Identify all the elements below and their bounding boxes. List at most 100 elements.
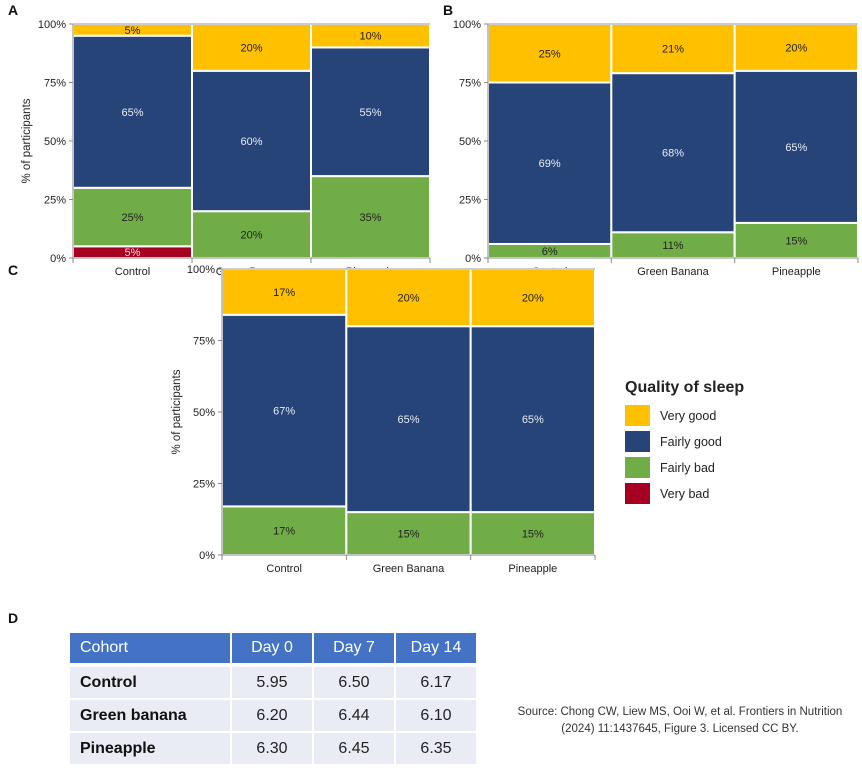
cell: 6.50 bbox=[314, 667, 396, 700]
chart-b-bar-fairly-bad-2 bbox=[733, 221, 860, 259]
chart-c-bar-fairly-bad-2 bbox=[469, 511, 596, 556]
panel-label-a: A bbox=[8, 2, 19, 18]
header-day14: Day 14 bbox=[396, 633, 478, 667]
chart-b-data-label: 25% bbox=[539, 48, 561, 60]
header-cohort: Cohort bbox=[70, 633, 232, 667]
chart-b-y-tick-label: 50% bbox=[459, 136, 481, 148]
chart-a-data-label: 65% bbox=[121, 107, 143, 119]
chart-c-bar-very-good-1 bbox=[345, 268, 472, 328]
legend-swatch-fairly-good bbox=[625, 431, 650, 452]
chart-b-y-tick-label: 25% bbox=[459, 195, 481, 207]
cell: 6.45 bbox=[314, 733, 396, 766]
chart-b-bar-very-good-2 bbox=[733, 23, 860, 72]
cell: 6.17 bbox=[396, 667, 478, 700]
chart-b-data-label: 68% bbox=[662, 148, 684, 160]
chart-c-y-axis-label: % of participants bbox=[171, 369, 183, 454]
chart-c-x-tick-label: Green Banana bbox=[373, 563, 445, 575]
chart-c-bar-very-good-0 bbox=[221, 268, 348, 316]
cell: 6.30 bbox=[232, 733, 314, 766]
chart-c-y-tick-label: 50% bbox=[193, 407, 215, 419]
chart-c-y-tick-label: 25% bbox=[193, 479, 215, 491]
cell: Green banana bbox=[70, 700, 232, 733]
chart-b-data-label: 21% bbox=[662, 44, 684, 56]
legend-swatch-very-bad bbox=[625, 483, 650, 504]
chart-c-data-label: 17% bbox=[273, 287, 295, 299]
cell: Control bbox=[70, 667, 232, 700]
source-line-1: Source: Chong CW, Liew MS, Ooi W, et al.… bbox=[517, 706, 843, 718]
chart-b-y-tick-label: 100% bbox=[453, 19, 481, 31]
chart-b-data-label: 15% bbox=[785, 235, 807, 247]
chart-c-x-tick-label: Control bbox=[266, 563, 301, 575]
cell: 6.10 bbox=[396, 700, 478, 733]
chart-c-y-tick-label: 75% bbox=[193, 336, 215, 348]
source-line-2: (2024) 11:1437645, Figure 3. Licensed CC… bbox=[561, 723, 799, 735]
chart-a-data-label: 55% bbox=[359, 107, 381, 119]
chart-a-data-label: 20% bbox=[240, 42, 262, 54]
panel-label-d: D bbox=[8, 610, 19, 626]
chart-c-x-tick-label: Pineapple bbox=[508, 563, 557, 575]
legend-swatch-very-good bbox=[625, 405, 650, 426]
source-citation: Source: Chong CW, Liew MS, Ooi W, et al.… bbox=[500, 704, 860, 738]
chart-b-data-label: 11% bbox=[662, 240, 683, 252]
cell: 6.20 bbox=[232, 700, 314, 733]
charts-svg: 5% 25% 65% 5% Control 20% 60% 20% Green Banana 35… bbox=[21, 19, 860, 575]
chart-c-bar-very-good-2 bbox=[469, 268, 596, 328]
header-day0: Day 0 bbox=[232, 633, 314, 667]
chart-b-data-label: 6% bbox=[542, 246, 558, 258]
chart-b-bar-fairly-good-1 bbox=[610, 72, 736, 234]
chart-b-x-tick-label: Green Banana bbox=[637, 266, 709, 278]
chart-a-y-axis-label: % of participants bbox=[21, 98, 33, 183]
chart-b-bar-fairly-good-0 bbox=[487, 81, 613, 245]
legend-label: Very bad bbox=[660, 487, 709, 501]
chart-b-bar-fairly-good-2 bbox=[733, 69, 860, 224]
chart-a-x-tick-label: Control bbox=[115, 266, 150, 278]
table-row: Pineapple 6.30 6.45 6.35 bbox=[70, 733, 478, 766]
chart-a-data-label: 5% bbox=[125, 25, 141, 37]
chart-b-data-label: 69% bbox=[539, 158, 561, 170]
table-header-row: Cohort Day 0 Day 7 Day 14 bbox=[70, 633, 478, 667]
chart-a-data-label: 20% bbox=[240, 230, 262, 242]
chart-c-data-label: 65% bbox=[397, 414, 419, 426]
cell: Pineapple bbox=[70, 733, 232, 766]
table-row: Green banana 6.20 6.44 6.10 bbox=[70, 700, 478, 733]
table-row: Control 5.95 6.50 6.17 bbox=[70, 667, 478, 700]
chart-c-bar-fairly-good-2 bbox=[469, 325, 596, 514]
panel-label-b: B bbox=[443, 2, 454, 18]
chart-c-y-tick-label: 0% bbox=[199, 550, 215, 562]
chart-b-data-label: 65% bbox=[785, 142, 807, 154]
chart-a-y-tick-label: 100% bbox=[38, 19, 66, 31]
legend-label: Very good bbox=[660, 409, 716, 423]
chart-b-y-tick-label: 75% bbox=[459, 78, 481, 90]
chart-c-bar-fairly-good-1 bbox=[345, 325, 472, 514]
legend-swatch-fairly-bad bbox=[625, 457, 650, 478]
legend-title: Quality of sleep bbox=[625, 379, 744, 396]
chart-a-y-tick-label: 25% bbox=[44, 195, 66, 207]
chart-a-y-tick-label: 50% bbox=[44, 136, 66, 148]
chart-a-data-label: 25% bbox=[121, 212, 143, 224]
chart-c-y-tick-label: 100% bbox=[187, 264, 215, 276]
chart-a-y-tick-label: 0% bbox=[50, 253, 66, 265]
chart-c-data-label: 15% bbox=[522, 529, 544, 541]
chart-c-data-label: 20% bbox=[397, 293, 419, 305]
cell: 6.35 bbox=[396, 733, 478, 766]
chart-a-data-label: 60% bbox=[240, 136, 262, 148]
chart-a-data-label: 10% bbox=[359, 31, 381, 43]
chart-c-data-label: 65% bbox=[522, 414, 544, 426]
header-day7: Day 7 bbox=[314, 633, 396, 667]
cell: 5.95 bbox=[232, 667, 314, 700]
panel-label-c: C bbox=[8, 262, 19, 278]
chart-b-x-tick-label: Pineapple bbox=[772, 266, 821, 278]
chart-c-data-label: 20% bbox=[522, 293, 544, 305]
chart-b-bar-very-good-1 bbox=[610, 23, 736, 75]
chart-a-y-tick-label: 75% bbox=[44, 78, 66, 90]
legend-label: Fairly good bbox=[660, 435, 722, 449]
chart-a-data-label: 5% bbox=[125, 247, 141, 259]
sleep-score-table: Cohort Day 0 Day 7 Day 14 Control 5.95 6.5… bbox=[70, 633, 478, 766]
cell: 6.44 bbox=[314, 700, 396, 733]
legend-label: Fairly bad bbox=[660, 461, 715, 475]
chart-c-data-label: 15% bbox=[397, 529, 419, 541]
chart-c-data-label: 17% bbox=[273, 526, 295, 538]
chart-b-data-label: 20% bbox=[785, 42, 807, 54]
chart-c-data-label: 67% bbox=[273, 406, 295, 418]
chart-b-y-tick-label: 0% bbox=[465, 253, 481, 265]
